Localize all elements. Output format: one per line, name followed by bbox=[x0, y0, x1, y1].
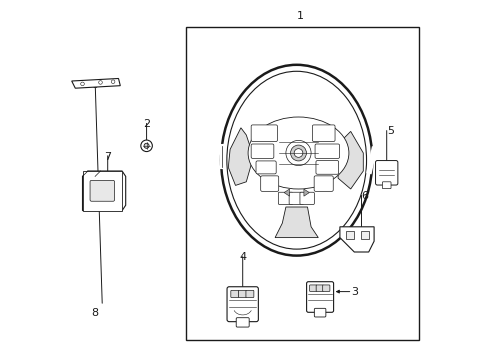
Ellipse shape bbox=[221, 65, 371, 256]
FancyBboxPatch shape bbox=[316, 285, 323, 292]
FancyBboxPatch shape bbox=[360, 231, 368, 239]
FancyBboxPatch shape bbox=[260, 176, 278, 192]
Text: 4: 4 bbox=[239, 252, 246, 262]
Ellipse shape bbox=[226, 71, 366, 249]
FancyBboxPatch shape bbox=[314, 144, 339, 158]
FancyBboxPatch shape bbox=[90, 180, 114, 201]
FancyBboxPatch shape bbox=[278, 192, 292, 204]
FancyBboxPatch shape bbox=[375, 161, 397, 185]
Polygon shape bbox=[337, 131, 363, 189]
Circle shape bbox=[99, 81, 102, 84]
Polygon shape bbox=[275, 207, 318, 238]
FancyBboxPatch shape bbox=[238, 290, 246, 297]
Ellipse shape bbox=[247, 117, 348, 189]
FancyBboxPatch shape bbox=[322, 285, 329, 292]
Circle shape bbox=[290, 145, 306, 161]
Text: 2: 2 bbox=[142, 119, 150, 129]
FancyBboxPatch shape bbox=[315, 161, 338, 174]
Text: 1: 1 bbox=[296, 11, 303, 21]
Bar bbox=[82, 171, 122, 211]
FancyBboxPatch shape bbox=[230, 290, 238, 297]
Polygon shape bbox=[228, 128, 253, 185]
Circle shape bbox=[144, 143, 149, 148]
FancyBboxPatch shape bbox=[245, 290, 253, 297]
Circle shape bbox=[285, 140, 310, 166]
Polygon shape bbox=[284, 189, 289, 196]
Text: 5: 5 bbox=[386, 126, 393, 136]
Circle shape bbox=[111, 80, 115, 84]
FancyBboxPatch shape bbox=[313, 176, 332, 192]
FancyBboxPatch shape bbox=[251, 144, 273, 158]
Circle shape bbox=[81, 82, 84, 86]
FancyBboxPatch shape bbox=[226, 287, 258, 322]
Polygon shape bbox=[339, 227, 373, 252]
Polygon shape bbox=[72, 78, 120, 88]
FancyBboxPatch shape bbox=[312, 125, 334, 141]
FancyBboxPatch shape bbox=[346, 231, 354, 239]
Polygon shape bbox=[82, 171, 125, 211]
FancyBboxPatch shape bbox=[288, 192, 303, 204]
Text: 8: 8 bbox=[91, 308, 99, 318]
FancyBboxPatch shape bbox=[256, 161, 276, 174]
Circle shape bbox=[294, 149, 302, 157]
Text: 3: 3 bbox=[350, 287, 357, 297]
FancyBboxPatch shape bbox=[299, 192, 314, 204]
FancyBboxPatch shape bbox=[314, 308, 325, 317]
Polygon shape bbox=[303, 189, 309, 196]
FancyBboxPatch shape bbox=[382, 182, 390, 189]
FancyBboxPatch shape bbox=[236, 318, 249, 327]
FancyBboxPatch shape bbox=[309, 285, 316, 292]
Text: 7: 7 bbox=[104, 152, 111, 162]
Circle shape bbox=[141, 140, 152, 152]
FancyBboxPatch shape bbox=[251, 125, 277, 141]
Bar bbox=[186, 27, 418, 340]
Text: 6: 6 bbox=[361, 191, 368, 201]
FancyBboxPatch shape bbox=[306, 282, 333, 312]
